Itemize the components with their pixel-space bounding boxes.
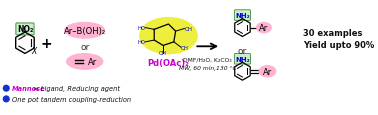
Text: NH₂: NH₂ <box>235 13 250 19</box>
Text: Ar: Ar <box>263 67 272 76</box>
Text: Pd(OAc)₂: Pd(OAc)₂ <box>147 58 189 67</box>
Circle shape <box>3 96 9 102</box>
Text: 30 examples: 30 examples <box>303 28 363 37</box>
Ellipse shape <box>259 65 276 78</box>
Text: NO₂: NO₂ <box>17 25 33 34</box>
Text: Mannose: Mannose <box>12 85 45 91</box>
Text: DMF/H₂O, K₂CO₃: DMF/H₂O, K₂CO₃ <box>183 57 232 62</box>
Text: or: or <box>80 42 89 51</box>
Text: = Ligand, Reducing agent: = Ligand, Reducing agent <box>31 85 120 91</box>
Ellipse shape <box>256 23 272 34</box>
Ellipse shape <box>64 23 105 39</box>
Ellipse shape <box>139 18 198 55</box>
FancyBboxPatch shape <box>16 24 34 36</box>
Text: MW, 60 min,130 °C: MW, 60 min,130 °C <box>179 66 237 71</box>
Text: OH: OH <box>159 51 167 56</box>
Text: OH: OH <box>181 45 189 50</box>
Circle shape <box>3 86 9 91</box>
Text: Ar–B(OH)₂: Ar–B(OH)₂ <box>64 27 106 35</box>
Text: or: or <box>238 47 247 56</box>
Ellipse shape <box>66 53 104 70</box>
Text: HO: HO <box>138 26 145 31</box>
Text: X: X <box>31 47 37 56</box>
Text: NH₂: NH₂ <box>235 56 250 62</box>
Text: +: + <box>40 36 52 50</box>
FancyBboxPatch shape <box>234 54 251 65</box>
Text: Ar: Ar <box>88 58 97 66</box>
Text: Ar: Ar <box>259 24 268 33</box>
Text: OH: OH <box>184 27 192 32</box>
Text: HO: HO <box>138 40 145 45</box>
Text: Yield upto 90%: Yield upto 90% <box>303 41 374 50</box>
Text: One pot tandem coupling-reduction: One pot tandem coupling-reduction <box>12 96 131 102</box>
FancyBboxPatch shape <box>234 11 251 21</box>
